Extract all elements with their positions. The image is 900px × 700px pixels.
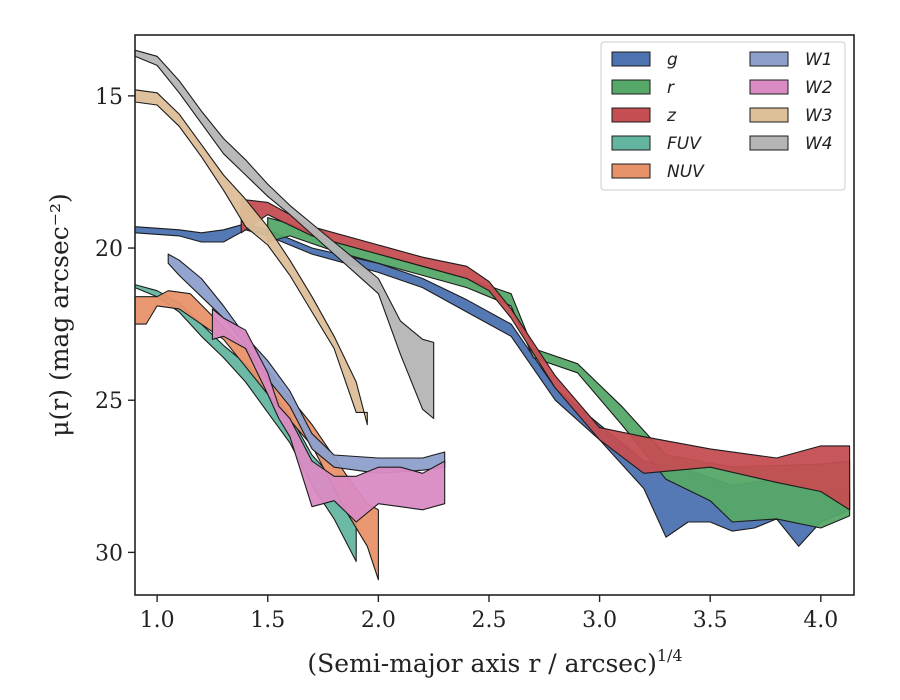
plot-frame: [134, 34, 855, 596]
series-band-w3: [134, 89, 368, 426]
series-layer: [134, 49, 851, 581]
x-tick-label: 1.0: [140, 608, 175, 633]
series-band-w4: [134, 49, 435, 420]
series-band-w2: [211, 308, 446, 523]
legend-swatch-r: [611, 79, 651, 95]
x-axis-label-text: (Semi-major axis r / arcsec): [307, 649, 656, 678]
series-band-z: [240, 198, 851, 511]
y-axis-label: μ(r) (mag arcsec⁻²): [45, 193, 74, 436]
legend-swatch-g: [611, 51, 651, 67]
x-axis-ticks: 1.0 1.5 2.0 2.5 3.0 3.5 4.0: [140, 595, 838, 633]
legend-swatch-w2: [749, 79, 789, 95]
legend-label-w4: W4: [805, 134, 833, 154]
x-tick-label: 4.0: [803, 608, 838, 633]
legend-swatch-z: [611, 107, 651, 123]
legend-label-w1: W1: [805, 50, 833, 70]
x-tick-label: 2.0: [361, 608, 396, 633]
y-tick-label: 30: [95, 541, 123, 566]
legend-label-w2: W2: [805, 78, 833, 98]
x-tick-label: 3.5: [693, 608, 728, 633]
x-tick-label: 2.5: [471, 608, 506, 633]
legend-swatch-nuv: [611, 163, 651, 179]
legend-label-w3: W3: [805, 106, 833, 126]
x-tick-label: 3.0: [582, 608, 617, 633]
legend-label-fuv: FUV: [667, 134, 702, 154]
legend-swatch-w4: [749, 135, 789, 151]
legend-box: [600, 41, 846, 191]
x-tick-label: 1.5: [250, 608, 285, 633]
y-tick-label: 20: [95, 237, 123, 262]
legend-swatch-fuv: [611, 135, 651, 151]
x-axis-label: (Semi-major axis r / arcsec)1/4: [307, 646, 682, 678]
series-band-nuv: [134, 290, 379, 581]
x-axis-label-exponent: 1/4: [657, 646, 683, 665]
legend-label-z: z: [666, 106, 677, 126]
legend-swatch-w1: [749, 51, 789, 67]
y-axis-ticks: 15 20 25 30: [95, 85, 135, 566]
legend: grz FUV NUV W1 W2 W3 W4: [600, 41, 846, 191]
y-tick-label: 15: [95, 85, 123, 110]
y-tick-label: 25: [95, 389, 123, 414]
legend-swatch-w3: [749, 107, 789, 123]
legend-label-nuv: NUV: [667, 162, 705, 182]
legend-label-r: r: [667, 78, 675, 98]
legend-label-g: g: [667, 50, 678, 70]
